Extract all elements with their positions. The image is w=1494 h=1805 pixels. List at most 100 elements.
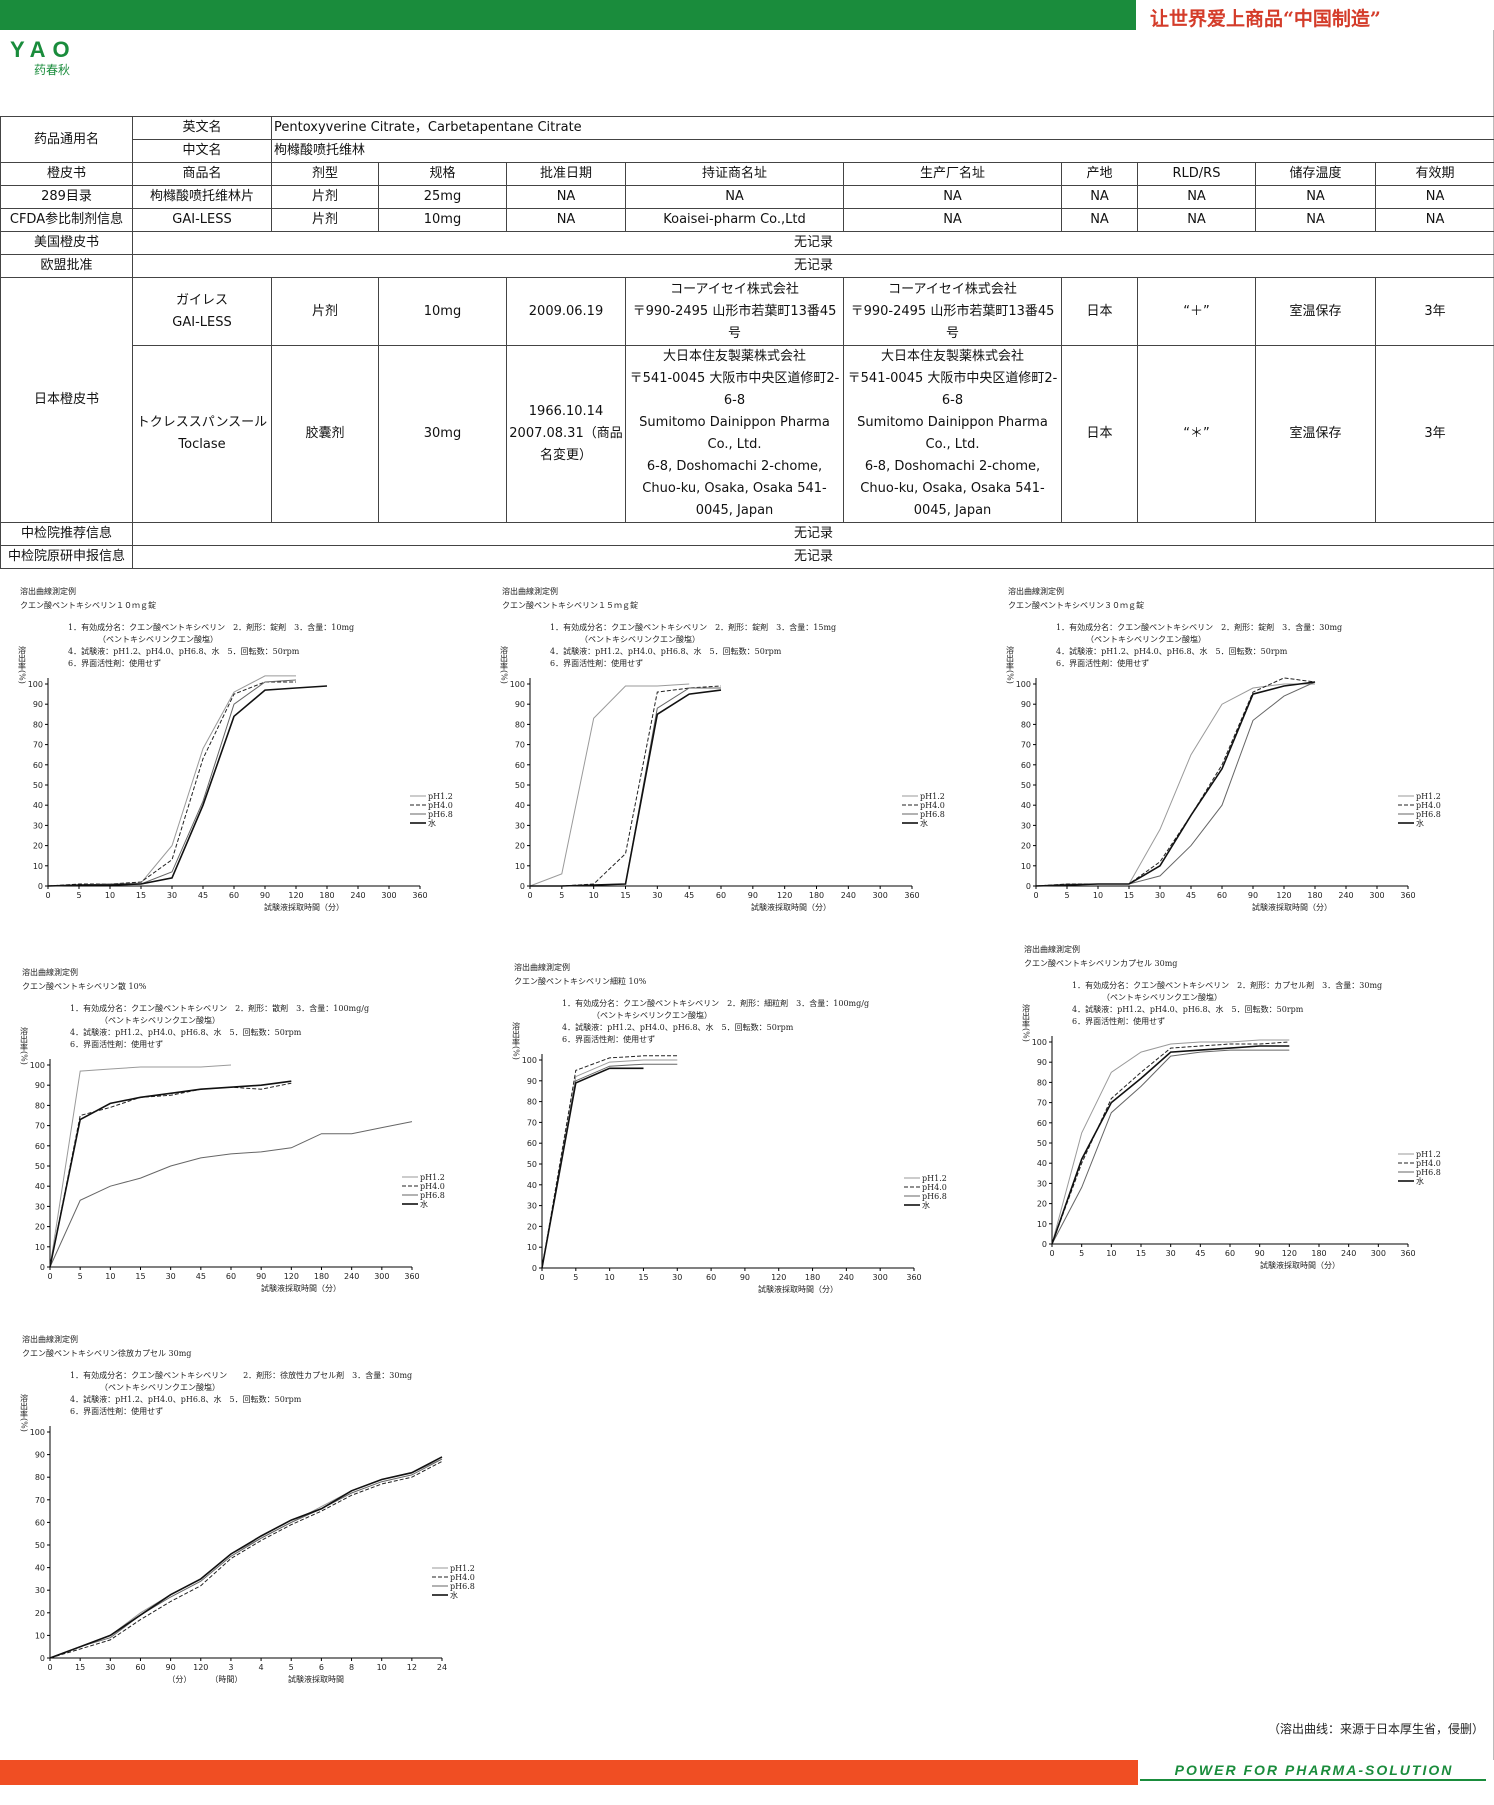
y-tick-label: 10 xyxy=(35,1631,45,1640)
header-cell: 储存温度 xyxy=(1255,162,1376,186)
y-tick-label: 20 xyxy=(35,1223,45,1232)
chart-note: （ペントキシベリンクエン酸塩） xyxy=(1086,634,1206,644)
footer-orange-bar xyxy=(0,1760,1138,1785)
x-tick-label: 180 xyxy=(809,891,824,900)
x-tick-label: 30 xyxy=(652,891,662,900)
chart-subtitle: クエン酸ペントキシベリン１５ｍｇ錠 xyxy=(502,600,638,610)
legend-label: 水 xyxy=(450,1590,458,1600)
logo-chinese: 药春秋 xyxy=(34,63,71,77)
series-line-pH6.8 xyxy=(49,1121,413,1268)
y-tick-label: 40 xyxy=(35,1182,45,1191)
x-unit-label: （時間） xyxy=(210,1675,242,1684)
x-tick-label: 360 xyxy=(1400,891,1415,900)
row-cfda-cell: NA xyxy=(506,208,626,232)
x-tick-label: 10 xyxy=(105,1272,115,1281)
chart-note: （ペントキシベリンクエン酸塩） xyxy=(580,634,700,644)
y-tick-label: 10 xyxy=(35,1243,45,1252)
y-tick-label: 20 xyxy=(35,1609,45,1618)
chart-subtitle: クエン酸ペントキシベリン細粒 10% xyxy=(514,976,647,986)
dissolution-chart-sr-capsule-30mg: 溶出曲線測定例 クエン酸ペントキシベリン徐放カプセル 30mg 1．有効成分名：クエ… xyxy=(20,1332,520,1696)
x-axis-label: 試験液採取時間（分） xyxy=(751,902,831,912)
x-tick-label: 10 xyxy=(105,891,115,900)
table-row: 药品通用名 英文名 Pentoxyverine Citrate，Carbetap… xyxy=(0,116,1494,163)
row-cfda-cell: NA xyxy=(1374,208,1494,232)
header-cell: 有效期 xyxy=(1374,162,1494,186)
jp2-origin: 日本 xyxy=(1061,345,1138,523)
y-tick-label: 70 xyxy=(1021,741,1031,750)
us-label: 美国橙皮书 xyxy=(0,231,133,255)
row-cfda-cell: GAI-LESS xyxy=(132,208,272,232)
x-tick-label: 0 xyxy=(47,1272,52,1281)
us-value: 无记录 xyxy=(131,231,1494,255)
legend-label: pH1.2 xyxy=(920,792,945,801)
chart-note: 1．有効成分名：クエン酸ペントキシベリン 2．剤形：散剤 3．含量：100mg/… xyxy=(70,1003,369,1013)
x-tick-label: 120 xyxy=(1282,1249,1297,1258)
x-tick-label: 30 xyxy=(105,1663,115,1672)
x-tick-label: 240 xyxy=(1341,1249,1356,1258)
x-tick-label: 240 xyxy=(1338,891,1353,900)
jp1-name: ガイレス GAI-LESS xyxy=(132,277,272,346)
legend-label: 水 xyxy=(1416,1176,1424,1186)
x-tick-label: 10 xyxy=(605,1273,615,1282)
series-line-pH1.2 xyxy=(529,683,690,887)
jp-row-2: トクレススパンスール Toclase 胶囊剂 30mg 1966.10.14 200… xyxy=(1,345,1494,523)
y-axis-label: 溶出率(%) xyxy=(500,645,509,684)
row-289-cell: NA xyxy=(1255,185,1376,209)
chart-title: 溶出曲線測定例 xyxy=(514,962,570,972)
eu-value: 无记录 xyxy=(131,254,1494,278)
jp2-date: 1966.10.14 2007.08.31（商品名変更） xyxy=(506,345,626,523)
legend-label: pH6.8 xyxy=(1416,810,1441,819)
row-cfda-cell: NA xyxy=(843,208,1062,232)
y-tick-label: 80 xyxy=(527,1098,537,1107)
x-tick-label: 120 xyxy=(1276,891,1291,900)
header-cell: 橙皮书 xyxy=(0,162,133,186)
row-cfda-cell: NA xyxy=(1061,208,1138,232)
x-tick-label: 300 xyxy=(1369,891,1384,900)
legend-label: pH6.8 xyxy=(920,810,945,819)
legend-label: 水 xyxy=(920,818,928,828)
legend-label: pH6.8 xyxy=(1416,1168,1441,1177)
x-tick-label: 30 xyxy=(672,1273,682,1282)
row-cfda-cell: 10mg xyxy=(378,208,507,232)
jp1-maker: コーアイセイ株式会社 〒990-2495 山形市若葉町13番45号 xyxy=(843,277,1062,346)
series-line-pH4.0 xyxy=(49,1460,443,1659)
y-tick-label: 70 xyxy=(527,1118,537,1127)
chart-title: 溶出曲線測定例 xyxy=(1008,586,1064,596)
y-tick-label: 20 xyxy=(515,842,525,851)
chart-note: 4．試験液：pH1.2、pH4.0、pH6.8、水 5．回転数：50rpm xyxy=(562,1022,794,1032)
slogan-text: 让世界爱上商品“中国制造” xyxy=(1150,8,1381,30)
x-tick-label: 180 xyxy=(314,1272,329,1281)
y-tick-label: 70 xyxy=(515,741,525,750)
chart-note: 6．界面活性剤：使用せず xyxy=(550,658,643,668)
y-axis-label: 溶出率(%) xyxy=(20,1026,29,1065)
x-tick-label: 240 xyxy=(839,1273,854,1282)
row-cfda-cell: NA xyxy=(1137,208,1256,232)
x-tick-label: 10 xyxy=(377,1663,387,1672)
dissolution-chart-15mg-tablet: 溶出曲線測定例 クエン酸ペントキシベリン１５ｍｇ錠 1．有効成分名：クエン酸ペントキ… xyxy=(500,584,990,924)
x-tick-label: 300 xyxy=(873,1273,888,1282)
chart-note: 6．界面活性剤：使用せず xyxy=(68,658,161,668)
x-tick-label: 15 xyxy=(1136,1249,1146,1258)
y-tick-label: 70 xyxy=(1037,1099,1047,1108)
series-line-pH4.0 xyxy=(47,681,296,887)
x-tick-label: 0 xyxy=(539,1273,544,1282)
y-tick-label: 70 xyxy=(35,1122,45,1131)
chart-note: 6．界面活性剤：使用せず xyxy=(1056,658,1149,668)
series-line-pH1.2 xyxy=(49,1064,232,1268)
series-line-pH1.2 xyxy=(49,1458,443,1659)
y-tick-label: 60 xyxy=(35,1518,45,1527)
series-line-水 xyxy=(530,689,722,887)
x-tick-label: 15 xyxy=(135,1272,145,1281)
series-line-水 xyxy=(1035,681,1316,887)
dissolution-chart-fine-granule-10pct: 溶出曲線測定例 クエン酸ペントキシベリン細粒 10% 1．有効成分名：クエン酸ペント… xyxy=(512,960,992,1306)
y-tick-label: 0 xyxy=(520,882,525,891)
chart-note: 6．界面活性剤：使用せず xyxy=(70,1406,163,1416)
y-axis-label: 溶出率(%) xyxy=(1022,1003,1031,1042)
y-tick-label: 100 xyxy=(510,680,525,689)
y-tick-label: 20 xyxy=(1021,842,1031,851)
x-tick-label: 0 xyxy=(1049,1249,1054,1258)
x-tick-label: 6 xyxy=(319,1663,324,1672)
jp1-date: 2009.06.19 xyxy=(506,277,626,346)
